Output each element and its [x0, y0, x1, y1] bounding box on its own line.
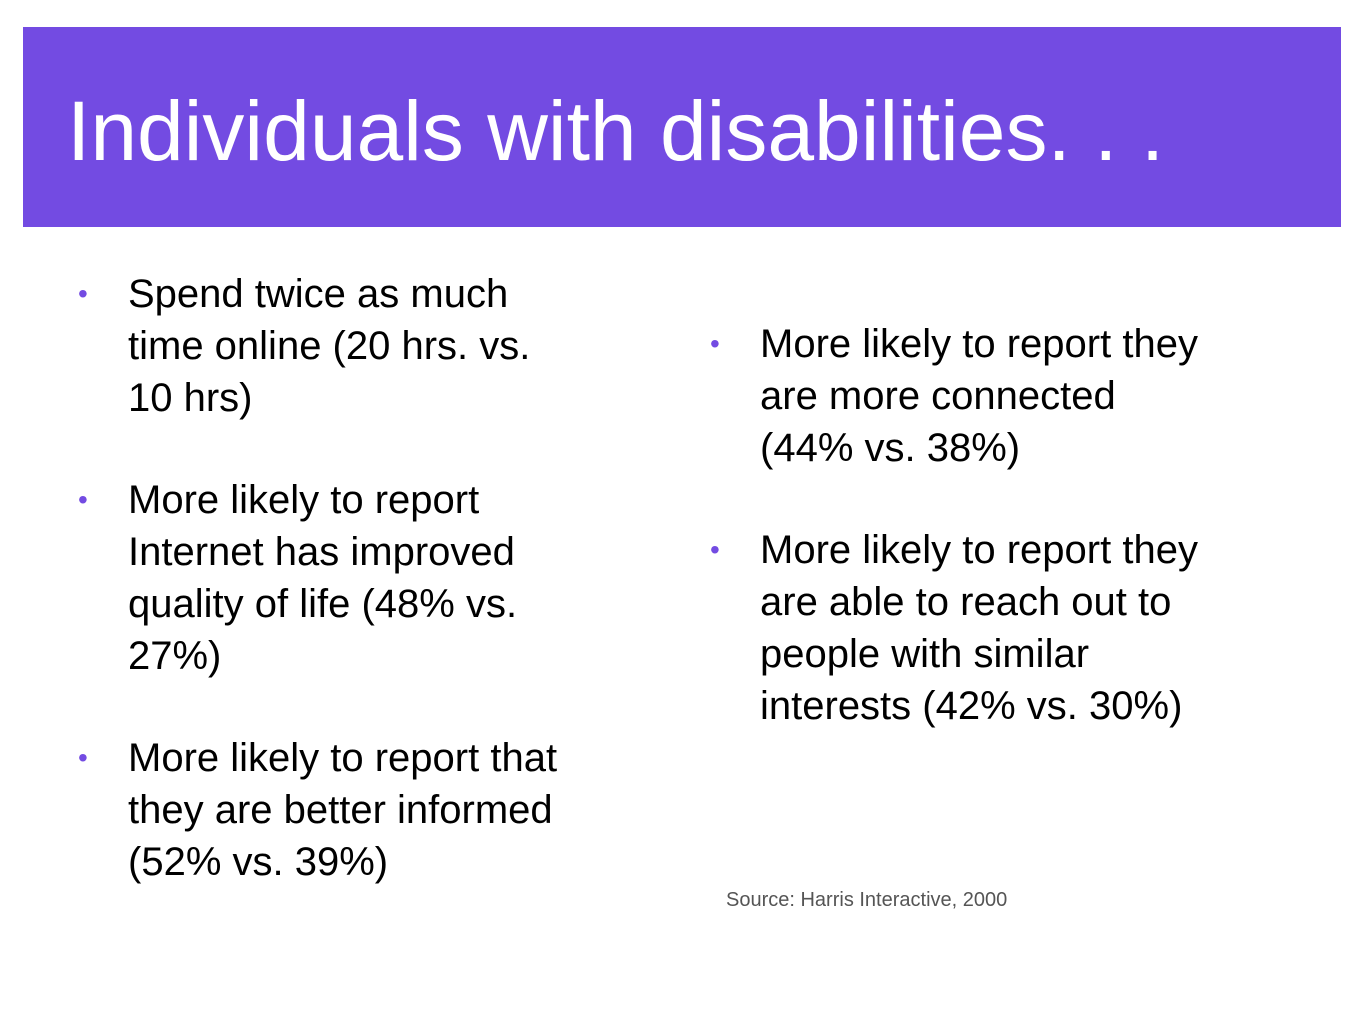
- title-banner: Individuals with disabilities. . .: [23, 27, 1341, 227]
- bullet-more-connected: More likely to report they are more conn…: [710, 318, 1210, 474]
- left-bullet-list: Spend twice as much time online (20 hrs.…: [78, 268, 568, 938]
- slide-title: Individuals with disabilities. . .: [67, 84, 1165, 178]
- bullet-time-online: Spend twice as much time online (20 hrs.…: [78, 268, 568, 424]
- right-bullet-list: More likely to report they are more conn…: [710, 318, 1210, 782]
- bullet-quality-of-life: More likely to report Internet has impro…: [78, 474, 568, 682]
- source-citation: Source: Harris Interactive, 2000: [726, 889, 1008, 911]
- bullet-better-informed: More likely to report that they are bett…: [78, 732, 568, 888]
- bullet-reach-out: More likely to report they are able to r…: [710, 524, 1210, 732]
